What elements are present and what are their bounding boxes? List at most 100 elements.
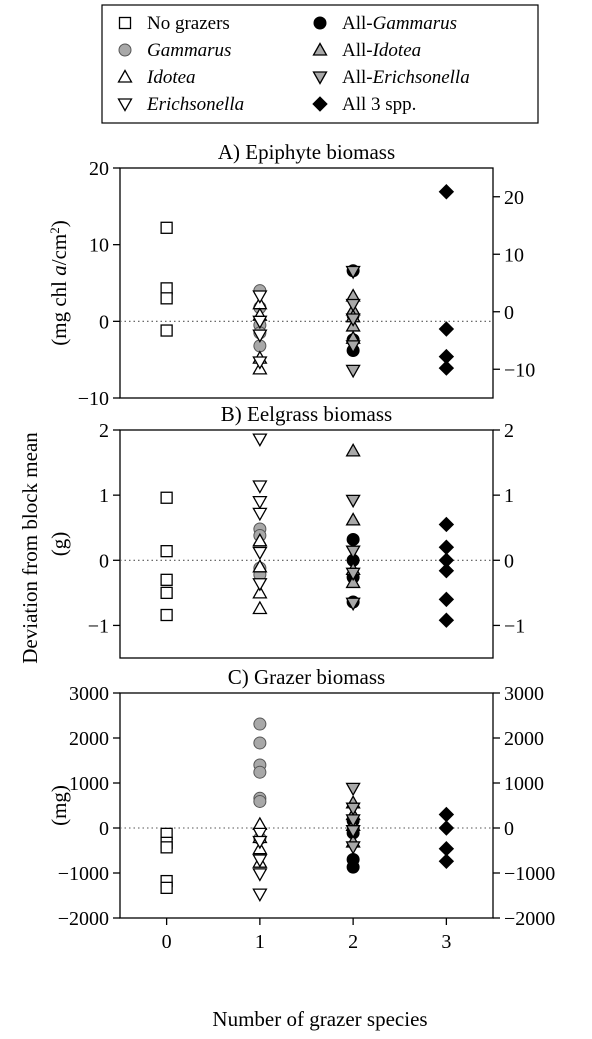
data-point bbox=[252, 600, 268, 615]
x-tick-label: 1 bbox=[255, 931, 265, 953]
panel-unit-label: (mg) bbox=[47, 785, 71, 826]
data-point bbox=[345, 298, 361, 313]
data-point bbox=[252, 480, 268, 494]
left-y-tick-label: 2000 bbox=[69, 728, 109, 750]
data-point bbox=[253, 794, 267, 808]
data-point bbox=[160, 545, 173, 558]
data-point bbox=[252, 854, 268, 868]
panel-3: C) Grazer biomass −2000 −1000 0 1000 2000 3000… bbox=[47, 665, 555, 953]
legend-marker-erichsonella bbox=[117, 98, 133, 112]
data-point bbox=[252, 827, 268, 842]
data-point bbox=[252, 496, 268, 510]
panel-unit-label: (mg chl a/cm2) bbox=[47, 220, 72, 345]
legend-label-no_grazers: No grazers bbox=[147, 13, 230, 34]
data-point bbox=[438, 184, 455, 200]
left-y-tick-label: 1000 bbox=[69, 773, 109, 795]
plot-frame bbox=[119, 167, 494, 399]
data-point bbox=[345, 340, 361, 354]
data-point bbox=[345, 512, 361, 526]
data-point bbox=[252, 315, 268, 330]
legend-label-gammarus: Gammarus bbox=[147, 40, 231, 61]
shared-y-axis-label: Deviation from block mean bbox=[18, 432, 42, 664]
left-y-tick-label: 10 bbox=[89, 235, 109, 257]
data-point bbox=[160, 573, 173, 586]
axis-titles: Deviation from block mean Number of graz… bbox=[18, 432, 428, 1031]
data-point bbox=[345, 574, 361, 589]
data-point bbox=[438, 853, 455, 870]
data-point bbox=[160, 586, 173, 600]
data-point bbox=[160, 491, 173, 504]
x-axis-label: Number of grazer species bbox=[212, 1007, 427, 1031]
data-point bbox=[253, 717, 267, 731]
data-point bbox=[160, 221, 173, 234]
data-point bbox=[252, 290, 268, 304]
right-y-tick-label: −1 bbox=[504, 615, 525, 637]
right-y-tick-label: 1000 bbox=[504, 773, 544, 795]
data-point bbox=[252, 585, 268, 599]
data-point bbox=[160, 841, 173, 854]
right-y-tick-label: −2000 bbox=[504, 908, 555, 930]
x-tick-label: 3 bbox=[441, 931, 451, 953]
data-point bbox=[345, 313, 361, 327]
series-all-3-spp- bbox=[438, 516, 455, 628]
legend-label-all_idotea: All-Idotea bbox=[342, 40, 421, 61]
series-no-grazers bbox=[160, 827, 173, 894]
data-point bbox=[345, 597, 361, 612]
data-point bbox=[252, 888, 268, 902]
right-y-tick-label: 2000 bbox=[504, 728, 544, 750]
data-point bbox=[438, 516, 455, 533]
x-tick-label: 0 bbox=[162, 931, 172, 953]
data-point bbox=[252, 546, 268, 561]
left-y-tick-label: 3000 bbox=[69, 683, 109, 705]
left-y-tick-label: −10 bbox=[78, 388, 109, 410]
plot-frame bbox=[119, 429, 494, 659]
data-point bbox=[160, 608, 173, 622]
series-all-erichsonella bbox=[345, 782, 361, 855]
legend-label-all_gammarus: All-Gammarus bbox=[342, 13, 457, 34]
legend-marker-all_idotea bbox=[312, 42, 328, 56]
data-point bbox=[345, 364, 361, 379]
legend-label-erichsonella: Erichsonella bbox=[146, 94, 244, 115]
legend-marker-idotea bbox=[117, 69, 133, 83]
data-point bbox=[345, 443, 361, 457]
panel-2: B) Eelgrass biomass −1 0 1 2 −1 0 1 2 (g) bbox=[47, 402, 525, 659]
right-y-tick-label: 3000 bbox=[504, 683, 544, 705]
data-point bbox=[252, 558, 268, 573]
data-point bbox=[345, 802, 361, 817]
data-point bbox=[346, 532, 360, 546]
legend-label-all_3: All 3 spp. bbox=[342, 94, 416, 115]
left-y-tick-label: 2 bbox=[99, 420, 109, 442]
data-point bbox=[253, 765, 267, 779]
data-point bbox=[345, 545, 361, 559]
right-y-tick-label: −1000 bbox=[504, 863, 555, 885]
left-y-tick-label: 0 bbox=[99, 550, 109, 572]
data-point bbox=[345, 814, 361, 828]
data-point bbox=[345, 567, 361, 582]
legend: No grazers Gammarus Idotea Erichsonella All-… bbox=[101, 4, 539, 124]
series-all-erichsonella bbox=[345, 265, 361, 379]
data-point bbox=[438, 563, 455, 579]
data-point bbox=[438, 360, 455, 376]
series-all-idotea bbox=[345, 443, 361, 589]
data-point bbox=[252, 578, 268, 592]
left-y-tick-label: 0 bbox=[99, 311, 109, 333]
data-point bbox=[160, 881, 173, 894]
left-y-tick-label: 0 bbox=[99, 818, 109, 840]
series-erichsonella bbox=[252, 433, 268, 592]
x-tick-label: 2 bbox=[348, 931, 358, 953]
data-point bbox=[345, 494, 361, 509]
right-y-tick-label: 0 bbox=[504, 550, 514, 572]
series-erichsonella bbox=[252, 290, 268, 370]
series-idotea bbox=[252, 532, 268, 615]
data-point bbox=[438, 591, 455, 608]
left-y-tick-label: −2000 bbox=[58, 908, 109, 930]
right-y-tick-label: 0 bbox=[504, 302, 514, 324]
panel-title: B) Eelgrass biomass bbox=[221, 402, 392, 426]
right-y-tick-label: 2 bbox=[504, 420, 514, 442]
legend-marker-all_erichsonella bbox=[312, 71, 328, 85]
data-point bbox=[346, 860, 360, 874]
data-point bbox=[252, 868, 268, 882]
data-point bbox=[345, 841, 361, 855]
